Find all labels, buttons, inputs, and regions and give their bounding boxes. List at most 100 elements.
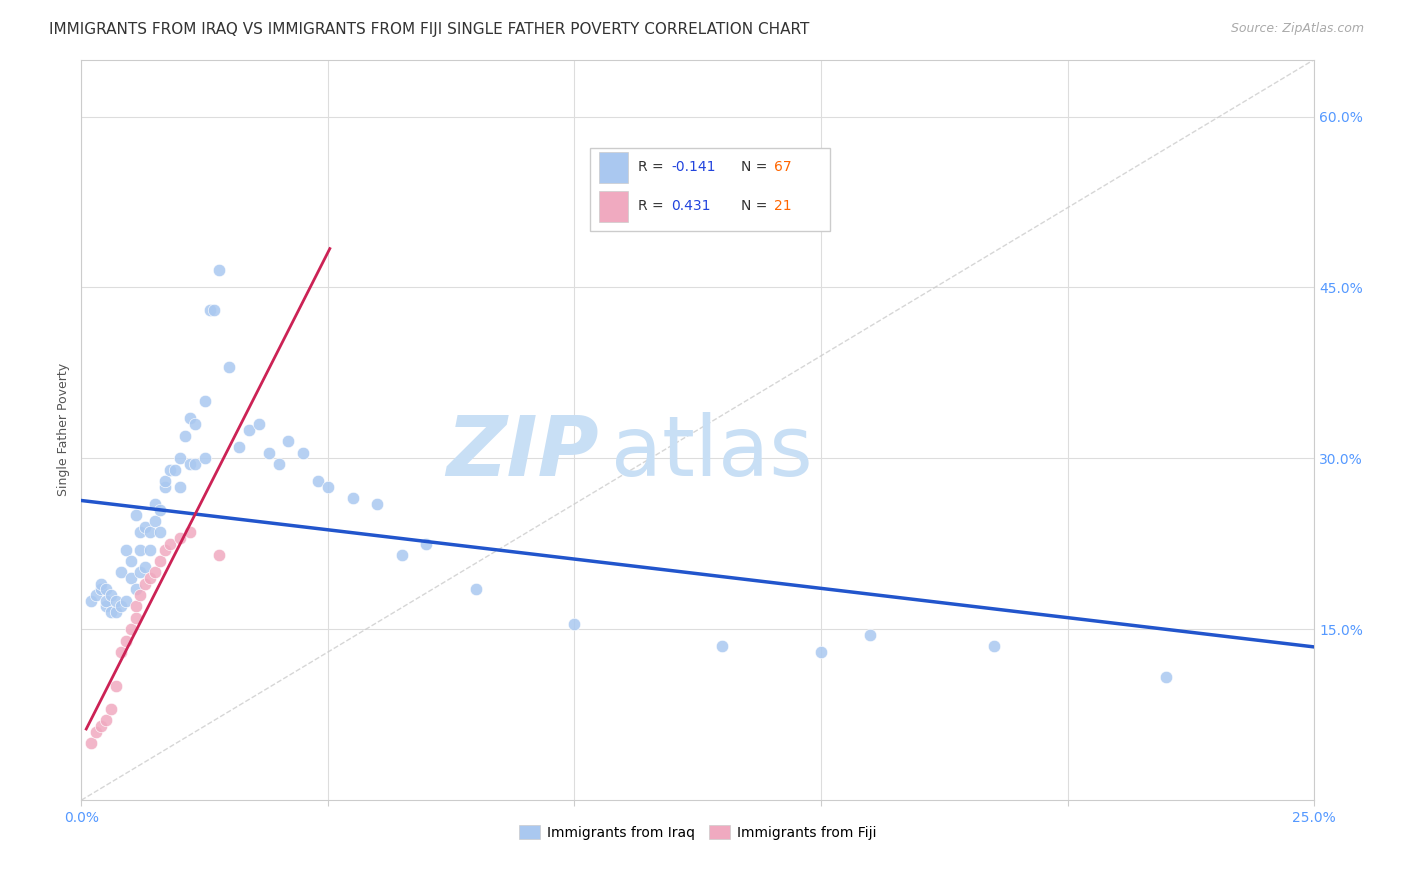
Point: [179, 525, 201, 540]
Point: [179, 411, 201, 425]
Point: [143, 566, 166, 580]
Point: [238, 423, 260, 437]
Point: [90, 582, 112, 597]
Point: [169, 480, 191, 494]
Point: [114, 633, 136, 648]
Point: [1154, 670, 1177, 684]
Point: [179, 457, 201, 471]
Point: [84, 724, 107, 739]
Point: [366, 497, 388, 511]
Point: [120, 554, 142, 568]
Point: [143, 514, 166, 528]
Point: [983, 640, 1005, 654]
Point: [208, 548, 231, 562]
Point: [124, 611, 146, 625]
Point: [139, 525, 162, 540]
Point: [100, 702, 122, 716]
Point: [94, 599, 117, 614]
Point: [104, 605, 127, 619]
Point: [194, 451, 217, 466]
Point: [80, 736, 103, 750]
Point: [194, 394, 217, 409]
Point: [134, 520, 156, 534]
Point: [169, 451, 191, 466]
Point: [100, 588, 122, 602]
Point: [564, 616, 586, 631]
Point: [110, 566, 132, 580]
Point: [159, 537, 181, 551]
Bar: [599, 191, 628, 222]
Point: [153, 474, 176, 488]
Text: 21: 21: [775, 199, 792, 213]
Point: [149, 525, 172, 540]
Point: [257, 445, 280, 459]
Point: [342, 491, 364, 506]
Point: [316, 480, 339, 494]
Point: [198, 303, 221, 318]
Point: [139, 542, 162, 557]
Point: [159, 463, 181, 477]
Point: [163, 463, 186, 477]
Point: [104, 594, 127, 608]
Point: [129, 566, 152, 580]
Point: [139, 571, 162, 585]
Point: [149, 502, 172, 516]
Point: [415, 537, 437, 551]
Point: [120, 571, 142, 585]
Point: [149, 554, 172, 568]
Point: [129, 588, 152, 602]
Text: ZIP: ZIP: [447, 411, 599, 492]
Point: [134, 559, 156, 574]
Text: -0.141: -0.141: [671, 161, 716, 174]
Point: [218, 360, 240, 375]
Point: [292, 445, 315, 459]
Point: [84, 588, 107, 602]
Y-axis label: Single Father Poverty: Single Father Poverty: [58, 363, 70, 497]
Point: [173, 428, 195, 442]
Point: [183, 457, 205, 471]
Point: [124, 599, 146, 614]
Point: [100, 605, 122, 619]
Text: N =: N =: [741, 161, 772, 174]
Point: [114, 542, 136, 557]
Point: [129, 525, 152, 540]
Point: [90, 719, 112, 733]
Point: [391, 548, 413, 562]
Text: N =: N =: [741, 199, 772, 213]
Point: [94, 582, 117, 597]
Point: [90, 576, 112, 591]
Point: [114, 594, 136, 608]
Bar: [599, 152, 628, 183]
Point: [307, 474, 329, 488]
Point: [267, 457, 290, 471]
Text: 67: 67: [775, 161, 792, 174]
Point: [134, 576, 156, 591]
Point: [124, 508, 146, 523]
FancyBboxPatch shape: [591, 148, 830, 231]
Point: [810, 645, 832, 659]
Point: [153, 542, 176, 557]
Point: [124, 582, 146, 597]
Point: [204, 303, 226, 318]
Text: 0.431: 0.431: [671, 199, 711, 213]
Text: R =: R =: [638, 199, 668, 213]
Point: [228, 440, 250, 454]
Point: [80, 594, 103, 608]
Point: [129, 542, 152, 557]
Point: [169, 531, 191, 545]
Point: [208, 263, 231, 277]
Point: [143, 497, 166, 511]
Point: [153, 480, 176, 494]
Point: [247, 417, 270, 432]
Point: [183, 417, 205, 432]
Legend: Immigrants from Iraq, Immigrants from Fiji: Immigrants from Iraq, Immigrants from Fi…: [513, 819, 882, 845]
Text: IMMIGRANTS FROM IRAQ VS IMMIGRANTS FROM FIJI SINGLE FATHER POVERTY CORRELATION C: IMMIGRANTS FROM IRAQ VS IMMIGRANTS FROM …: [49, 22, 810, 37]
Point: [120, 622, 142, 636]
Point: [104, 679, 127, 693]
Point: [94, 714, 117, 728]
Point: [859, 628, 882, 642]
Point: [711, 640, 734, 654]
Text: atlas: atlas: [612, 411, 813, 492]
Text: R =: R =: [638, 161, 668, 174]
Point: [464, 582, 486, 597]
